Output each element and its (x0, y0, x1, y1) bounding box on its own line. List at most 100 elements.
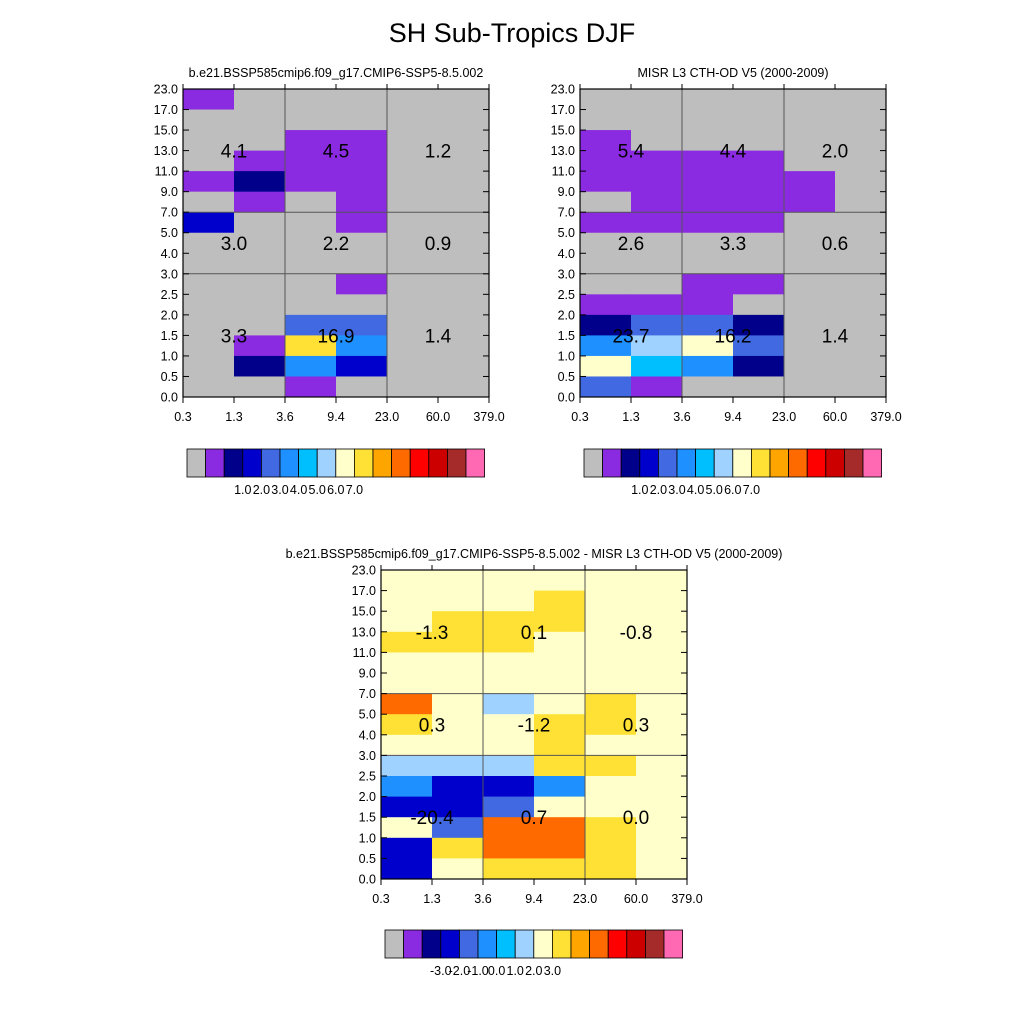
heatmap-cell (580, 273, 632, 295)
heatmap-cell (432, 652, 484, 674)
heatmap-cell (534, 796, 586, 818)
region-value-label: 1.2 (425, 142, 451, 163)
heatmap-cell (835, 355, 887, 377)
heatmap-cell (585, 858, 637, 880)
heatmap-cell (336, 171, 388, 193)
heatmap-cell (483, 837, 535, 859)
colorbar-label: 2.0 (253, 483, 270, 497)
heatmap-cell (580, 335, 632, 357)
heatmap-cell (534, 570, 586, 592)
heatmap-cell (682, 273, 734, 295)
heatmap-cell (387, 232, 439, 254)
heatmap-cell (580, 191, 632, 213)
heatmap-cell (733, 294, 785, 316)
heatmap-cell (183, 314, 235, 336)
region-value-label: 23.7 (613, 326, 650, 347)
heatmap-cell (682, 253, 734, 275)
heatmap-cell (336, 191, 388, 213)
heatmap-cell (784, 191, 836, 213)
colorbar-swatch (695, 448, 715, 478)
heatmap-cell (381, 796, 433, 818)
heatmap-cell (733, 109, 785, 131)
heatmap-cell (336, 376, 388, 398)
colorbar-swatch (496, 929, 516, 959)
colorbar-swatch (316, 448, 337, 478)
colorbar-label: 6.0 (327, 483, 344, 497)
y-tick-label: 4.0 (558, 247, 575, 261)
heatmap-cell (381, 714, 433, 736)
heatmap-cell (733, 355, 785, 377)
heatmap-cell (285, 376, 337, 398)
heatmap-cell (483, 734, 535, 756)
heatmap-cell (234, 273, 286, 295)
heatmap-cell (835, 109, 887, 131)
heatmap-cell (381, 652, 433, 674)
y-tick-label: 7.0 (359, 687, 376, 701)
heatmap-cell (636, 570, 688, 592)
panel-3: b.e21.BSSP585cmip6.f09_g17.CMIP6-SSP5-8.… (286, 547, 783, 978)
heatmap-cell (585, 837, 637, 859)
region-value-label: 0.6 (822, 234, 848, 255)
heatmap-cell (387, 335, 439, 357)
heatmap-cell (631, 191, 683, 213)
y-tick-label: 1.0 (161, 349, 178, 363)
heatmap-cell (285, 314, 337, 336)
heatmap-cell (631, 232, 683, 254)
heatmap-cell (580, 171, 632, 193)
heatmap-cell (234, 294, 286, 316)
y-tick-label: 2.5 (359, 770, 376, 784)
heatmap-cell (534, 652, 586, 674)
heatmap-cell (483, 693, 535, 715)
heatmap-cell (534, 837, 586, 859)
panel-title: b.e21.BSSP585cmip6.f09_g17.CMIP6-SSP5-8.… (189, 66, 484, 80)
heatmap-cell (234, 212, 286, 234)
heatmap-cell (387, 294, 439, 316)
heatmap-cell (733, 314, 785, 336)
heatmap-cell (636, 652, 688, 674)
heatmap-cell (631, 376, 683, 398)
y-tick-label: 9.0 (558, 185, 575, 199)
heatmap-cell (183, 212, 235, 234)
colorbar-label: 2.0 (525, 964, 542, 978)
heatmap-cell (432, 796, 484, 818)
colorbar-label: 5.0 (309, 483, 326, 497)
colorbar-swatch (639, 448, 659, 478)
colorbar-label: 1.0 (507, 964, 524, 978)
heatmap-cell (483, 817, 535, 839)
x-tick-label: 23.0 (375, 410, 399, 424)
main-title: SH Sub-Tropics DJF (388, 18, 636, 48)
heatmap-cell (183, 191, 235, 213)
heatmap-cell (336, 150, 388, 172)
colorbar-swatch (446, 448, 467, 478)
y-tick-label: 0.0 (161, 391, 178, 405)
colorbar-swatch (620, 448, 641, 478)
y-tick-label: 15.0 (551, 124, 575, 138)
x-tick-label: 1.3 (225, 410, 242, 424)
heatmap-cell (438, 253, 490, 275)
heatmap-cell (784, 130, 836, 152)
heatmap-cell (534, 755, 586, 777)
heatmap-cell (234, 335, 286, 357)
heatmap-cell (631, 130, 683, 152)
heatmap-cell (733, 130, 785, 152)
colorbar-swatch (806, 448, 827, 478)
colorbar-swatch (298, 448, 318, 478)
region-value-label: -0.8 (620, 623, 653, 644)
heatmap-cell (631, 171, 683, 193)
heatmap-cell (636, 631, 688, 653)
region-value-label: 2.2 (323, 234, 349, 255)
y-tick-label: 17.0 (352, 584, 376, 598)
heatmap-cell (580, 150, 632, 172)
heatmap-cell (387, 273, 439, 295)
colorbar-swatch (658, 448, 678, 478)
heatmap-cell (438, 376, 490, 398)
region-value-label: 1.4 (425, 326, 452, 347)
colorbar-label: 5.0 (706, 483, 723, 497)
heatmap-cell (835, 191, 887, 213)
x-tick-label: 23.0 (573, 892, 597, 906)
x-tick-label: 23.0 (772, 410, 796, 424)
heatmap-cell (387, 150, 439, 172)
colorbar-swatch (279, 448, 300, 478)
heatmap-cell (636, 776, 688, 798)
x-tick-label: 9.4 (327, 410, 344, 424)
